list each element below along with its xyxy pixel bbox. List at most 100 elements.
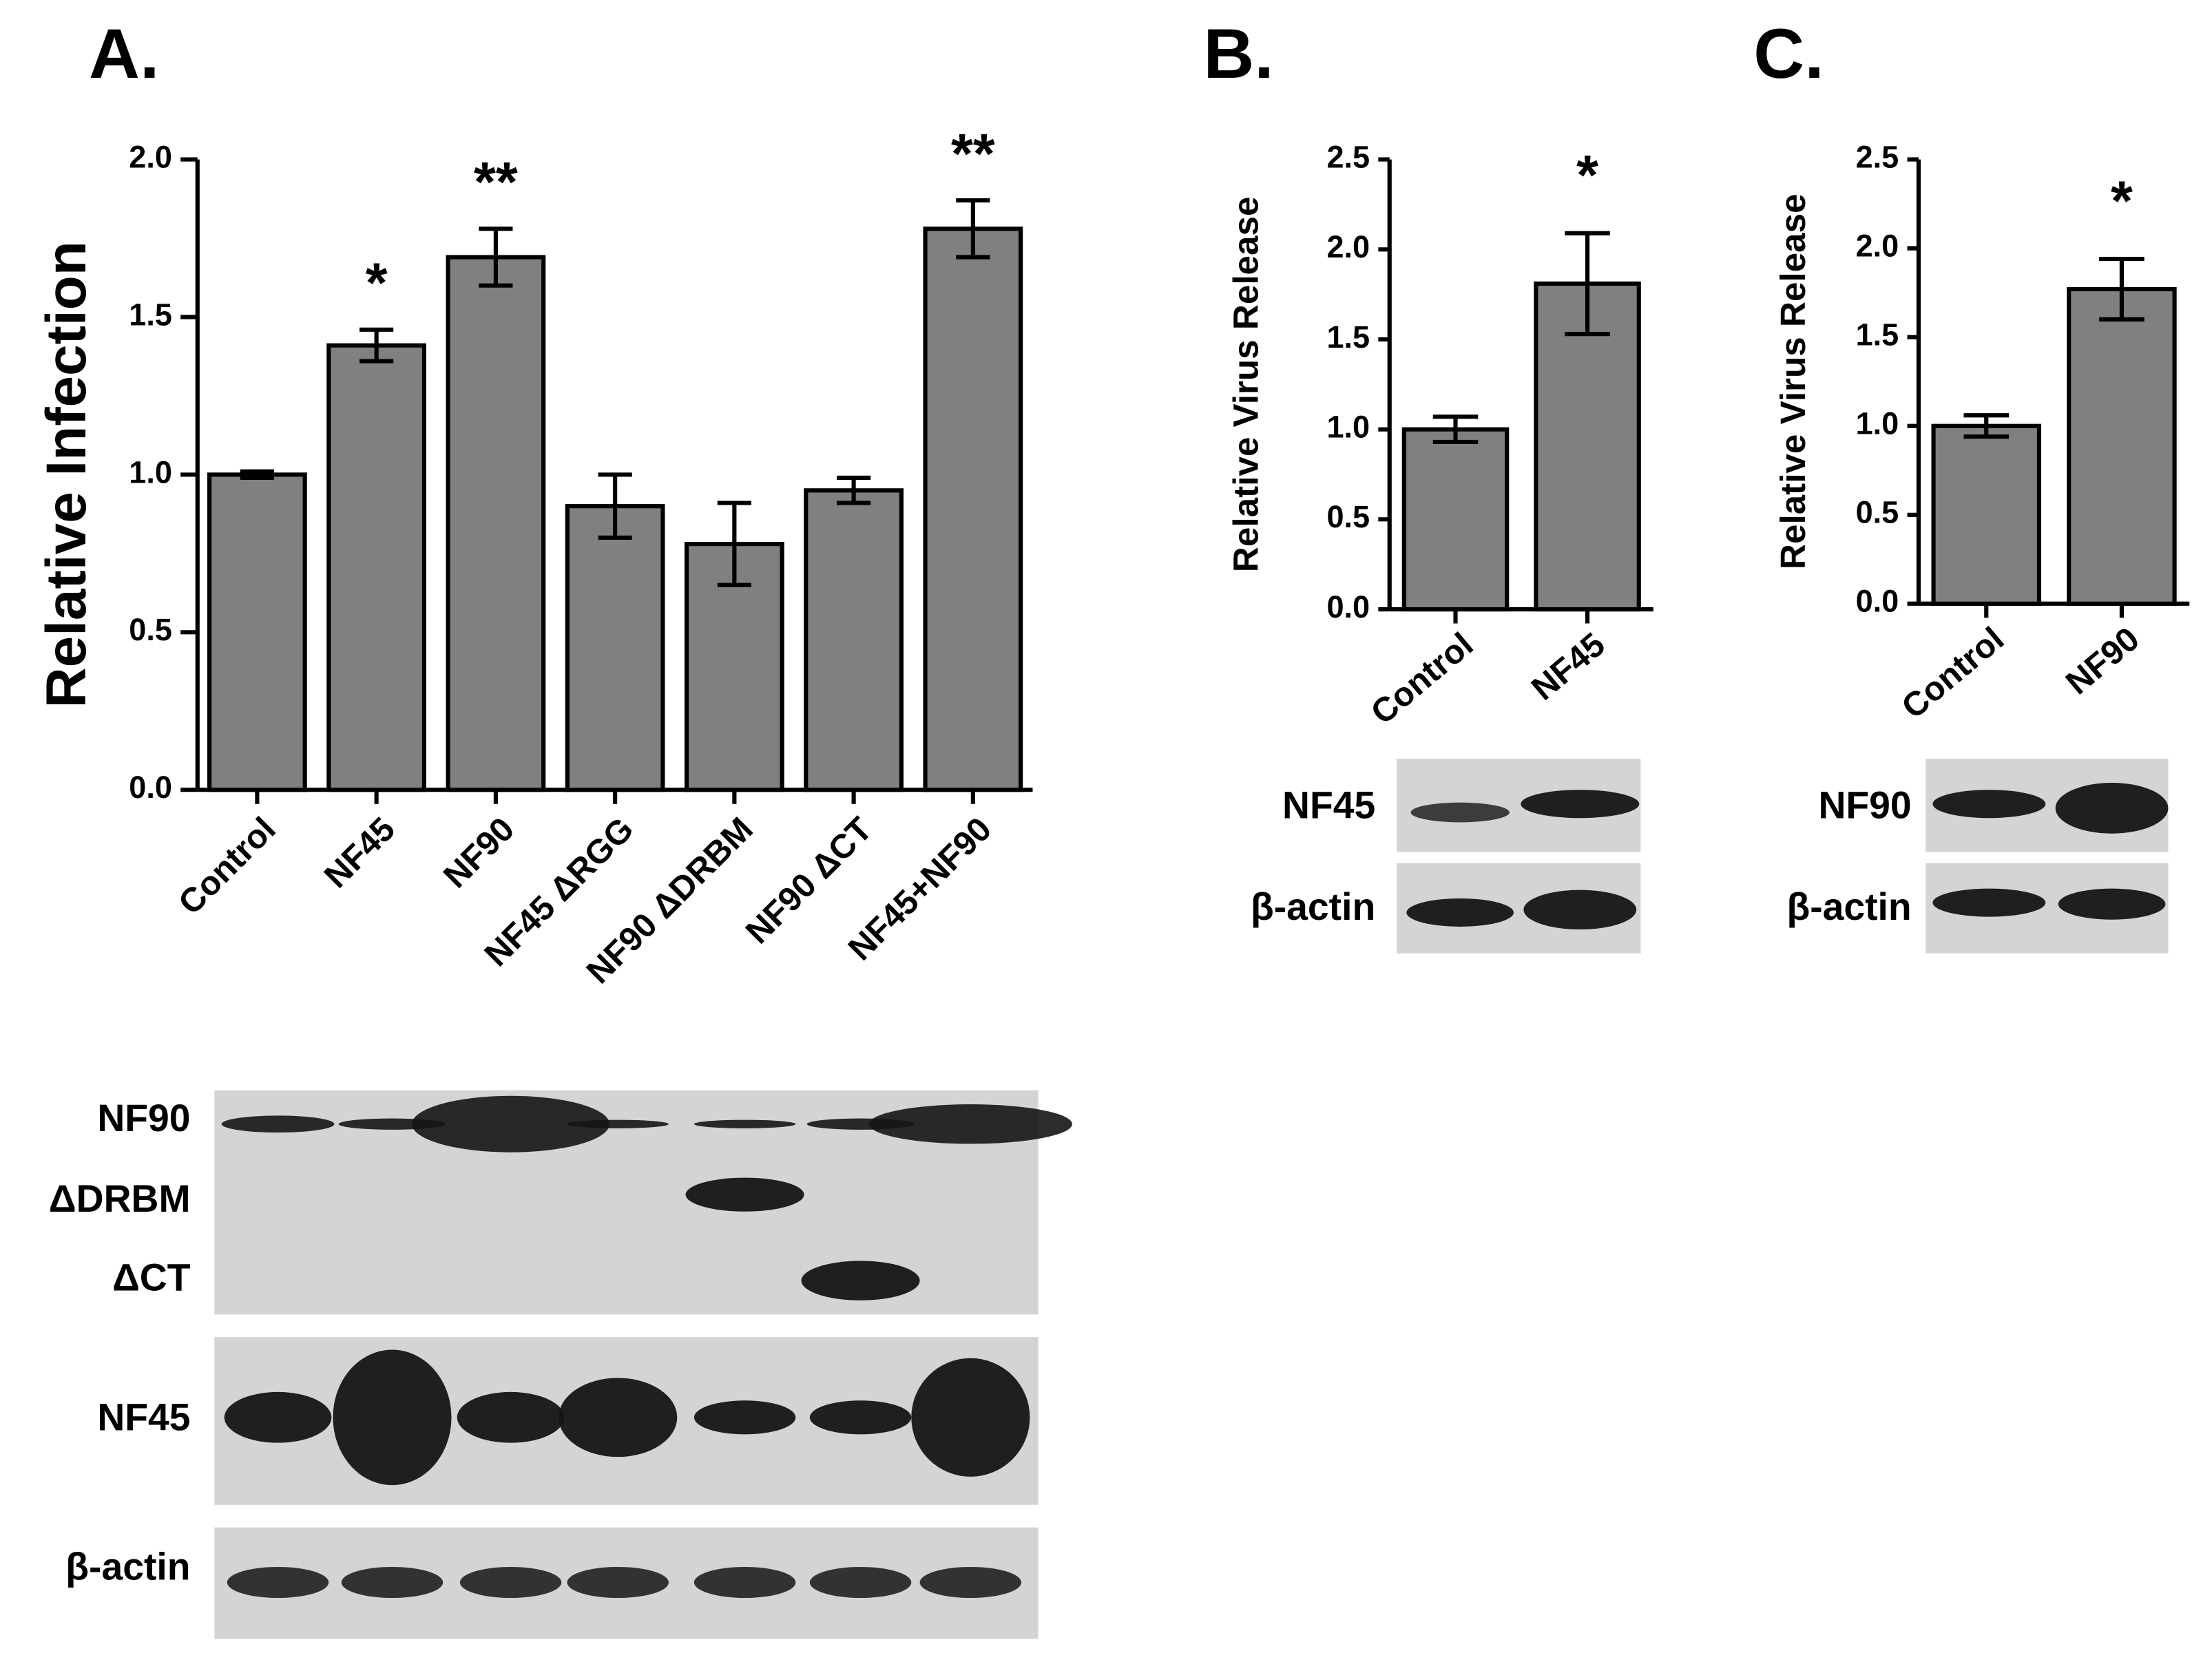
blot-band	[1406, 898, 1514, 927]
y-axis-label: Relative Virus Release	[1226, 197, 1265, 573]
bar	[2067, 286, 2177, 606]
blot-band	[1523, 889, 1637, 930]
panel-label: B.	[1203, 14, 1273, 93]
bar	[1931, 423, 2042, 606]
blot-band	[2055, 782, 2169, 834]
blot-band	[224, 1391, 332, 1443]
y-tick-label: 1.5	[1326, 319, 1370, 355]
blot-band	[919, 1566, 1022, 1599]
error-bar	[359, 327, 394, 364]
blot-band	[459, 1566, 562, 1599]
blot-band	[1521, 790, 1640, 819]
error-bar	[479, 227, 513, 288]
blot-band	[693, 1119, 796, 1128]
blot-image	[1926, 759, 2169, 852]
y-tick-label: 0.0	[129, 770, 172, 805]
blot-image	[1396, 863, 1641, 954]
x-tick-label: Control	[1895, 620, 2011, 726]
x-tick-label: Control	[1364, 625, 1480, 731]
error-bar	[240, 469, 274, 481]
blot-band	[341, 1566, 444, 1599]
blot-image	[214, 1337, 1039, 1505]
blot-band	[559, 1378, 678, 1457]
y-tick-label: 1.0	[1326, 410, 1370, 445]
blot-band	[809, 1400, 912, 1435]
blot-band	[1932, 790, 2046, 819]
significance-mark: **	[474, 151, 518, 213]
y-axis-label: Relative Virus Release	[1773, 193, 1813, 569]
panel-label: C.	[1753, 14, 1824, 93]
bar	[207, 472, 307, 792]
blot-band	[809, 1566, 912, 1599]
blot-image	[214, 1090, 1072, 1315]
y-tick-label: 0.0	[1856, 584, 1899, 619]
blot-label: NF90	[1818, 783, 1911, 826]
blot-label: ΔCT	[112, 1256, 191, 1299]
blot-band	[868, 1104, 1072, 1144]
y-axis-label: Relative Infection	[35, 241, 98, 708]
x-tick-label: Control	[171, 810, 282, 922]
blot-label: NF45	[97, 1396, 190, 1439]
y-tick-label: 1.0	[1856, 406, 1899, 441]
blot-image	[1926, 863, 2169, 954]
blot-image	[214, 1527, 1039, 1639]
significance-mark: *	[366, 252, 388, 315]
y-tick-label: 0.5	[1326, 499, 1370, 534]
blot-band	[1410, 802, 1510, 823]
blot-image	[1396, 759, 1641, 852]
y-tick-label: 2.5	[1856, 139, 1899, 174]
y-tick-label: 2.0	[1856, 229, 1899, 264]
bar	[923, 227, 1023, 792]
error-bar	[1565, 231, 1610, 337]
bar	[1401, 427, 1510, 612]
bar	[565, 504, 665, 792]
significance-mark: *	[2111, 170, 2133, 233]
blot-band	[1932, 888, 2046, 917]
significance-mark: **	[951, 123, 995, 185]
blot-label: NF45	[1282, 783, 1375, 826]
bar	[446, 255, 546, 792]
blot-band	[693, 1566, 796, 1599]
blot-label: β-actin	[1786, 885, 1911, 928]
x-tick-label: NF90	[2058, 620, 2146, 702]
y-tick-label: 0.0	[1326, 589, 1370, 624]
y-tick-label: 1.5	[129, 297, 172, 332]
blot-band	[457, 1391, 565, 1443]
y-tick-label: 2.0	[1326, 229, 1370, 264]
x-tick-label: NF45	[1525, 625, 1612, 707]
blot-band	[693, 1400, 796, 1435]
blot-band	[567, 1566, 669, 1599]
y-tick-label: 2.5	[1326, 139, 1370, 174]
bar	[326, 343, 427, 792]
y-tick-label: 1.5	[1856, 317, 1899, 352]
blot-band	[227, 1566, 329, 1599]
blot-band	[412, 1095, 609, 1152]
error-bar	[956, 198, 990, 260]
blot-label: ΔDRBM	[49, 1177, 191, 1220]
blot-label: NF90	[97, 1097, 190, 1139]
blot-band	[685, 1177, 804, 1212]
error-bar	[1963, 413, 2010, 439]
y-tick-label: 2.0	[129, 139, 172, 174]
error-bar	[598, 472, 632, 540]
y-tick-label: 0.5	[129, 612, 172, 647]
blot-label: β-actin	[1251, 885, 1375, 928]
panel-label: A.	[89, 14, 159, 93]
blot-label: β-actin	[65, 1546, 190, 1588]
error-bar	[2099, 257, 2145, 322]
blot-band	[2058, 888, 2166, 920]
error-bar	[837, 475, 871, 505]
blot-band	[221, 1115, 335, 1133]
y-tick-label: 0.5	[1856, 495, 1899, 530]
bar	[804, 488, 904, 792]
blot-band	[801, 1261, 920, 1301]
blot-band	[333, 1349, 452, 1486]
error-bar	[717, 501, 751, 587]
blot-band	[567, 1119, 669, 1128]
y-tick-label: 1.0	[129, 454, 172, 489]
significance-mark: *	[1576, 145, 1598, 207]
error-bar	[1432, 414, 1479, 445]
x-tick-label: NF45	[317, 810, 402, 896]
x-tick-label: NF90	[436, 810, 521, 896]
